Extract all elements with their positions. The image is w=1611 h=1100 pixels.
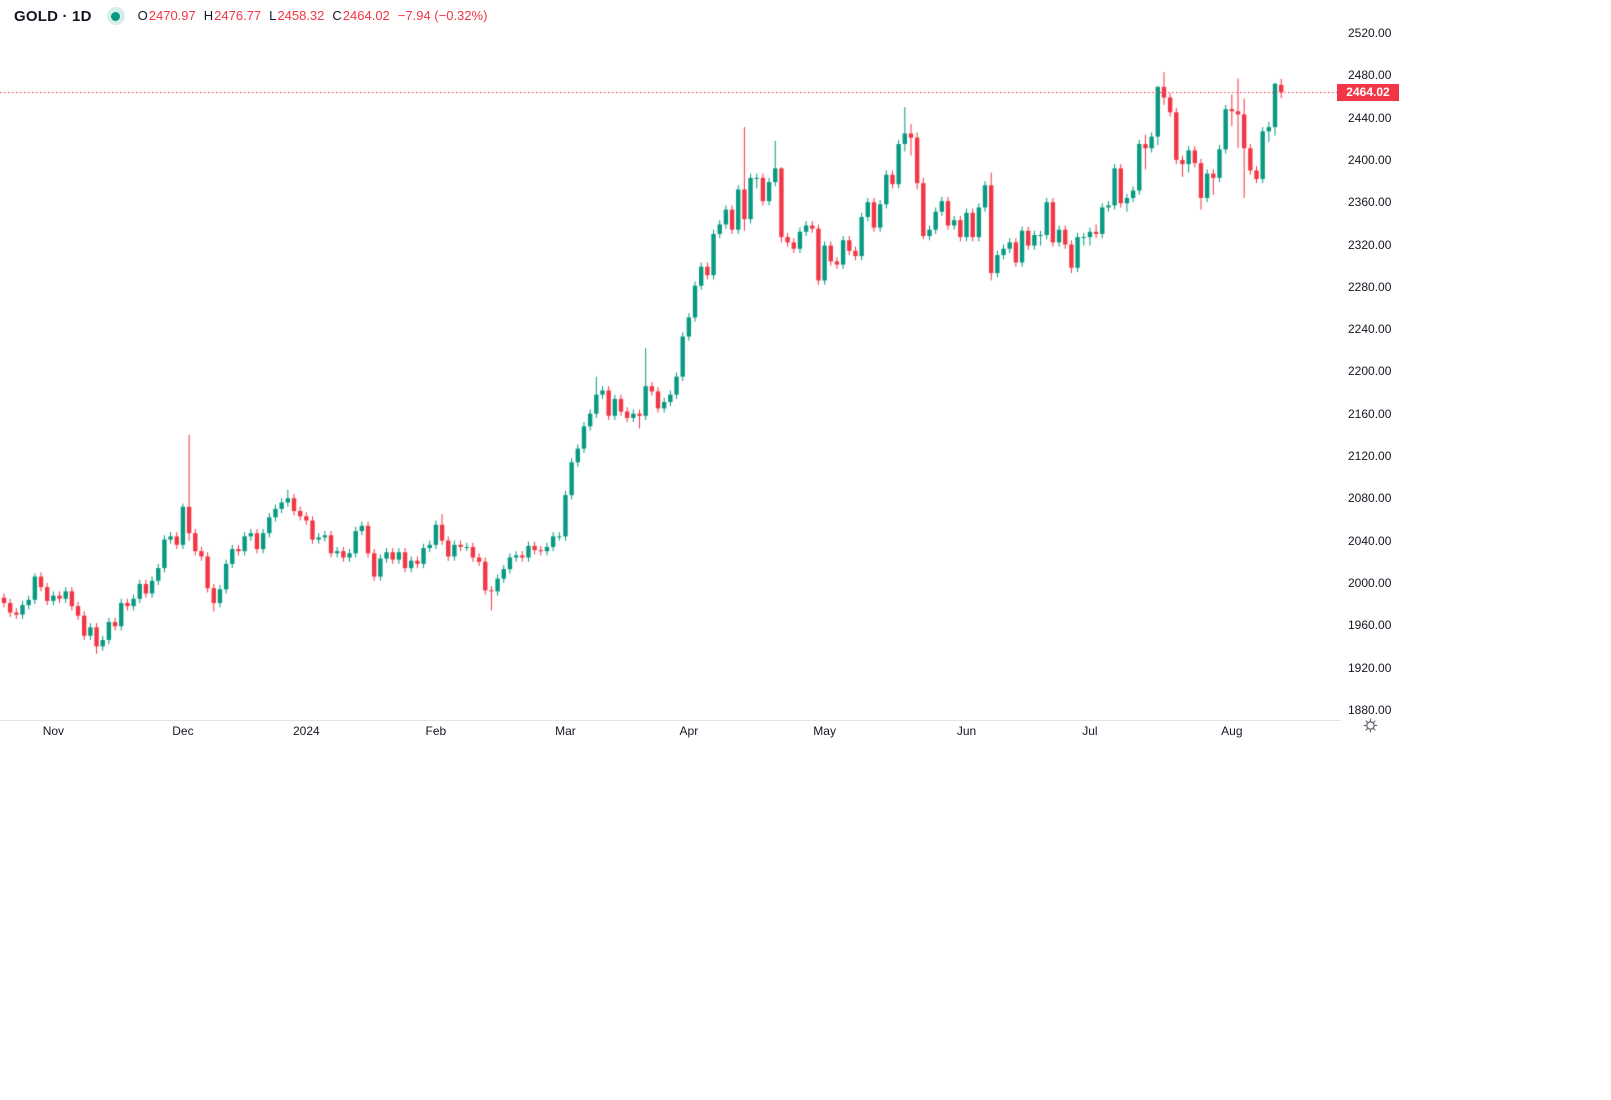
candlestick-chart[interactable] [0,0,1341,720]
gear-icon [1363,718,1377,732]
price-tick-label: 2280.00 [1348,279,1392,294]
price-tick-label: 2320.00 [1348,237,1392,252]
low-label: L [269,8,277,23]
high-value: 2476.77 [214,8,262,23]
time-tick-label: 2024 [292,724,320,738]
time-tick-label: Jul [1082,724,1098,738]
price-tick-label: 2040.00 [1348,533,1392,548]
market-status-icon [106,7,125,25]
price-tick-label: 2360.00 [1348,195,1392,210]
price-tick-label: 2120.00 [1348,449,1392,463]
time-tick-label: May [813,724,836,738]
market-status-dot [111,11,121,21]
price-tick-label: 2200.00 [1348,364,1392,379]
price-scale-settings-button[interactable] [1357,713,1383,737]
close-label: C [332,8,342,23]
time-tick-label: Apr [679,724,699,738]
time-tick-label: Dec [172,724,194,738]
price-tick-label: 2480.00 [1348,68,1392,83]
last-price-label: 2464.02 [1337,83,1399,101]
open-label: O [137,8,148,23]
price-tick-label: 2520.00 [1348,26,1392,40]
high-label: H [203,8,214,23]
price-tick-label: 1920.00 [1348,660,1392,675]
price-tick-label: 1960.00 [1348,618,1392,633]
symbol-title[interactable]: GOLD · 1D [14,7,92,25]
close-value: 2464.02 [342,8,390,23]
time-axis[interactable]: Nov Dec 2024 Feb Mar Apr May Jun Jul Aug [0,720,1341,745]
low-value: 2458.32 [277,8,325,23]
ohlc-values: O 2470.97 H 2476.77 L 2458.32 C 2464.02 −7.9… [138,7,488,25]
price-tick-label: 2240.00 [1348,322,1392,337]
change-value: −7.94 (−0.32%) [397,8,488,23]
time-tick-label: Nov [42,724,65,738]
open-value: 2470.97 [148,8,196,23]
time-tick-label: Aug [1221,724,1243,738]
price-tick-label: 2000.00 [1348,575,1392,590]
time-tick-label: Mar [555,724,576,738]
price-axis[interactable]: 2520.00 2480.00 2440.00 2400.00 2360.00 2320.… [1341,0,1413,720]
time-tick-label: Feb [425,724,447,738]
chart-legend: GOLD · 1D O 2470.97 H 2476.77 L 2458.32 C 24… [14,7,487,25]
time-tick-label: Jun [956,724,977,738]
price-tick-label: 2080.00 [1348,491,1392,506]
price-tick-label: 1880.00 [1348,702,1392,717]
price-tick-label: 2160.00 [1348,406,1392,421]
price-tick-label: 2400.00 [1348,152,1392,167]
price-tick-label: 2440.00 [1348,110,1392,125]
